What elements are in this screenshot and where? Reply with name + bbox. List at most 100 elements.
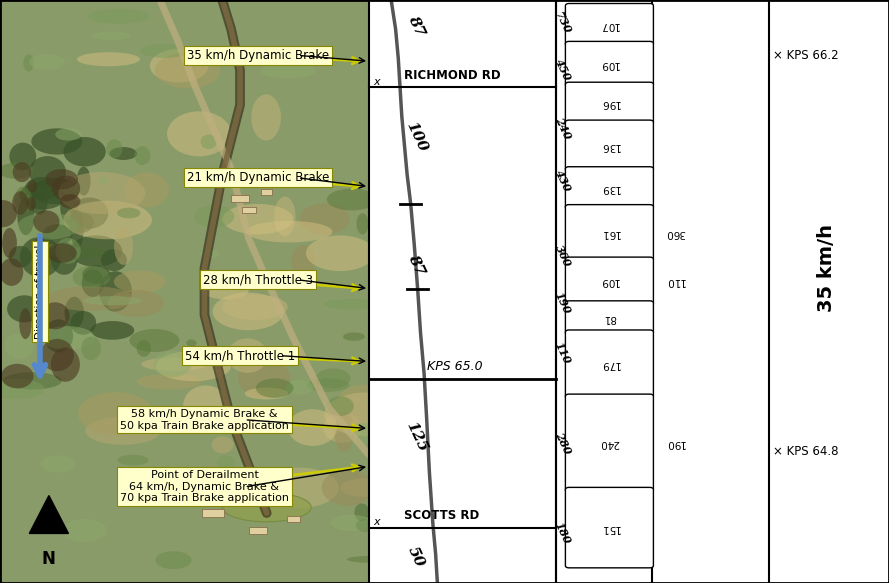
Ellipse shape — [88, 9, 150, 24]
Text: 161: 161 — [599, 228, 620, 238]
FancyBboxPatch shape — [565, 257, 653, 305]
Text: 35 km/h: 35 km/h — [817, 224, 837, 312]
Ellipse shape — [327, 396, 354, 416]
Ellipse shape — [20, 308, 31, 339]
Ellipse shape — [246, 221, 332, 243]
Text: 190: 190 — [665, 438, 685, 448]
FancyBboxPatch shape — [565, 205, 653, 262]
Ellipse shape — [228, 338, 268, 373]
Ellipse shape — [81, 336, 101, 360]
Ellipse shape — [114, 271, 165, 293]
Ellipse shape — [60, 194, 80, 209]
Ellipse shape — [59, 172, 145, 214]
Ellipse shape — [63, 201, 152, 239]
Text: 730: 730 — [553, 10, 573, 36]
Ellipse shape — [334, 412, 354, 452]
Ellipse shape — [3, 372, 62, 389]
Ellipse shape — [217, 456, 235, 470]
Ellipse shape — [203, 282, 249, 300]
Ellipse shape — [91, 31, 131, 40]
Text: 110: 110 — [665, 276, 685, 286]
Text: 179: 179 — [599, 359, 620, 370]
Text: 125: 125 — [403, 420, 429, 455]
Ellipse shape — [117, 208, 140, 218]
FancyBboxPatch shape — [565, 167, 653, 209]
Text: 240: 240 — [553, 115, 573, 141]
Ellipse shape — [73, 266, 110, 288]
Ellipse shape — [51, 347, 80, 382]
Text: 109: 109 — [599, 276, 620, 286]
Ellipse shape — [0, 379, 44, 399]
Ellipse shape — [186, 339, 196, 346]
Text: 87: 87 — [405, 13, 427, 39]
Text: 110: 110 — [553, 340, 573, 366]
Ellipse shape — [99, 177, 108, 184]
Ellipse shape — [260, 468, 339, 508]
Ellipse shape — [40, 455, 75, 472]
Text: 109: 109 — [599, 59, 620, 69]
Ellipse shape — [45, 169, 78, 189]
Bar — [243, 207, 256, 213]
Ellipse shape — [324, 299, 381, 310]
Ellipse shape — [212, 436, 234, 453]
Ellipse shape — [0, 200, 17, 227]
Ellipse shape — [323, 413, 362, 442]
Ellipse shape — [137, 340, 151, 357]
Ellipse shape — [85, 417, 161, 445]
Ellipse shape — [20, 182, 67, 209]
Ellipse shape — [63, 137, 106, 167]
Ellipse shape — [29, 156, 66, 188]
Ellipse shape — [201, 250, 220, 258]
Ellipse shape — [46, 247, 106, 258]
Ellipse shape — [167, 111, 231, 156]
Ellipse shape — [30, 191, 48, 215]
Ellipse shape — [33, 210, 60, 233]
Text: 196: 196 — [599, 99, 620, 108]
Ellipse shape — [101, 249, 127, 271]
Ellipse shape — [70, 208, 84, 248]
Ellipse shape — [60, 182, 81, 195]
Ellipse shape — [340, 478, 388, 497]
Ellipse shape — [212, 293, 284, 330]
Ellipse shape — [0, 258, 23, 286]
Bar — [261, 189, 272, 195]
Text: 139: 139 — [599, 183, 620, 193]
Bar — [202, 508, 224, 518]
Ellipse shape — [274, 196, 295, 236]
Text: Point of Derailment
64 km/h, Dynamic Brake &
70 kpa Train Brake application: Point of Derailment 64 km/h, Dynamic Bra… — [120, 470, 289, 503]
Ellipse shape — [348, 423, 378, 444]
Text: 430: 430 — [553, 168, 573, 194]
Ellipse shape — [140, 44, 189, 58]
Ellipse shape — [124, 173, 169, 208]
Ellipse shape — [55, 238, 81, 264]
Ellipse shape — [244, 388, 288, 399]
Text: 35 km/h Dynamic Brake: 35 km/h Dynamic Brake — [187, 49, 329, 62]
Ellipse shape — [78, 392, 153, 435]
Ellipse shape — [100, 271, 132, 311]
Text: 450: 450 — [553, 57, 573, 83]
Ellipse shape — [307, 378, 349, 392]
Text: 87: 87 — [405, 252, 427, 278]
Ellipse shape — [84, 296, 141, 305]
Ellipse shape — [156, 551, 191, 569]
Ellipse shape — [256, 378, 293, 398]
Ellipse shape — [47, 243, 76, 263]
Ellipse shape — [347, 556, 390, 563]
Ellipse shape — [27, 196, 36, 211]
Text: 107: 107 — [599, 20, 620, 30]
Bar — [369, 0, 556, 583]
Ellipse shape — [183, 385, 228, 426]
Ellipse shape — [117, 455, 148, 466]
Text: RICHMOND RD: RICHMOND RD — [404, 69, 501, 82]
Text: 100: 100 — [403, 120, 429, 154]
Ellipse shape — [43, 224, 73, 245]
Text: 28 km/h Throttle 3: 28 km/h Throttle 3 — [203, 273, 313, 286]
Ellipse shape — [12, 191, 28, 215]
Ellipse shape — [324, 392, 407, 436]
Ellipse shape — [76, 52, 140, 66]
FancyBboxPatch shape — [565, 41, 653, 87]
FancyBboxPatch shape — [565, 330, 653, 399]
Bar — [556, 0, 769, 583]
Ellipse shape — [109, 147, 137, 160]
Ellipse shape — [194, 205, 235, 228]
